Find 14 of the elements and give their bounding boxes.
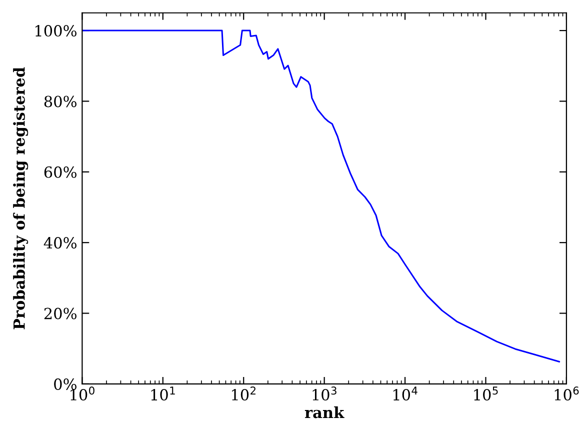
x-tick-label: 10$^{1}$ [151,386,175,401]
y-tick-label: 0% [54,378,76,390]
y-axis-title: Probability of being registered [13,67,28,330]
x-tick-label: 10$^{4}$ [393,386,418,401]
x-tick-label: 10$^{2}$ [232,386,256,401]
y-tick-label: 60% [44,166,76,178]
x-tick-label: 10$^{3}$ [312,386,336,401]
y-tick-label: 40% [44,237,76,249]
x-tick-label: 10$^{5}$ [474,386,498,401]
y-tick-label: 80% [44,96,76,108]
y-tick-label: 20% [44,308,76,320]
y-tick-label: 100% [36,25,76,37]
x-axis-title: rank [304,406,344,418]
x-tick-label: 10$^{6}$ [554,386,579,401]
